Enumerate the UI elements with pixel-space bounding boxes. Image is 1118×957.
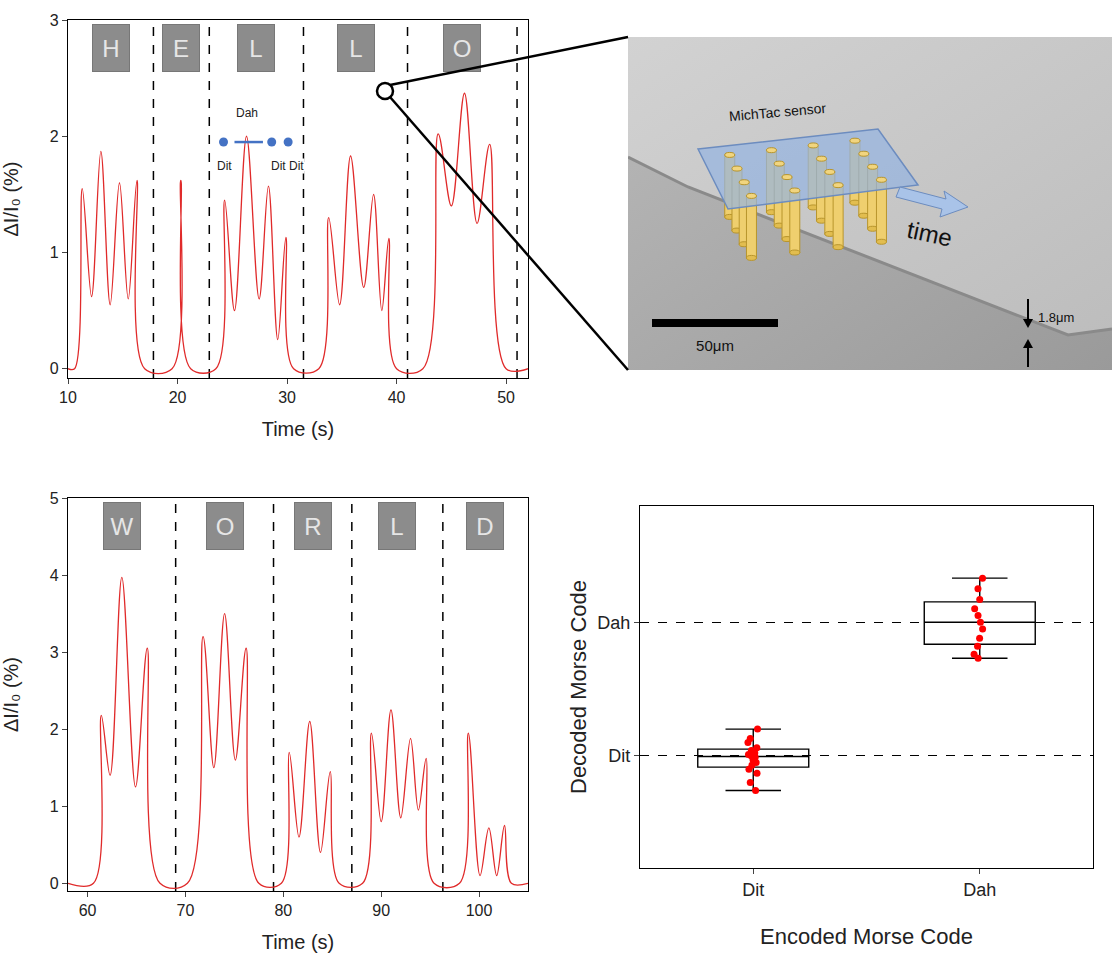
svg-text:W: W — [111, 513, 134, 540]
svg-text:ΔI/I₀ (%): ΔI/I₀ (%) — [0, 657, 22, 732]
svg-text:Dah: Dah — [963, 880, 996, 900]
svg-text:Time (s): Time (s) — [262, 418, 335, 440]
svg-text:MichTac sensor: MichTac sensor — [728, 100, 827, 124]
svg-text:L: L — [349, 35, 362, 62]
svg-text:50μm: 50μm — [696, 337, 734, 354]
svg-text:L: L — [390, 513, 403, 540]
svg-text:Decoded Morse Code: Decoded Morse Code — [566, 580, 591, 794]
svg-text:0: 0 — [50, 360, 59, 377]
svg-text:Time (s): Time (s) — [262, 931, 335, 953]
svg-text:40: 40 — [388, 389, 406, 406]
svg-text:time: time — [905, 216, 955, 252]
svg-text:60: 60 — [79, 902, 97, 919]
svg-text:O: O — [453, 35, 472, 62]
svg-text:Dit: Dit — [742, 880, 764, 900]
svg-text:1: 1 — [50, 798, 59, 815]
svg-text:3: 3 — [50, 644, 59, 661]
svg-text:D: D — [476, 513, 493, 540]
svg-text:Dit: Dit — [608, 746, 630, 766]
svg-text:1.8μm: 1.8μm — [1038, 310, 1074, 325]
svg-text:30: 30 — [278, 389, 296, 406]
svg-text:80: 80 — [274, 902, 292, 919]
svg-text:10: 10 — [59, 389, 77, 406]
svg-text:100: 100 — [466, 902, 493, 919]
svg-text:20: 20 — [169, 389, 187, 406]
svg-text:50: 50 — [497, 389, 515, 406]
svg-text:Dit: Dit — [217, 159, 232, 173]
svg-text:4: 4 — [50, 567, 59, 584]
svg-text:Dah: Dah — [236, 106, 258, 120]
svg-text:L: L — [249, 35, 262, 62]
svg-text:O: O — [216, 513, 235, 540]
svg-text:70: 70 — [177, 902, 195, 919]
svg-text:2: 2 — [50, 128, 59, 145]
svg-text:Dah: Dah — [597, 613, 630, 633]
svg-text:ΔI/I₀ (%): ΔI/I₀ (%) — [0, 162, 22, 237]
svg-text:5: 5 — [50, 490, 59, 507]
svg-text:2: 2 — [50, 721, 59, 738]
svg-text:E: E — [173, 35, 189, 62]
svg-text:90: 90 — [372, 902, 390, 919]
svg-text:0: 0 — [50, 875, 59, 892]
svg-text:3: 3 — [50, 12, 59, 29]
svg-text:Dit Dit: Dit Dit — [271, 159, 304, 173]
svg-text:R: R — [304, 513, 321, 540]
svg-text:Encoded Morse Code: Encoded Morse Code — [760, 924, 973, 949]
svg-text:1: 1 — [50, 244, 59, 261]
svg-text:H: H — [102, 35, 119, 62]
